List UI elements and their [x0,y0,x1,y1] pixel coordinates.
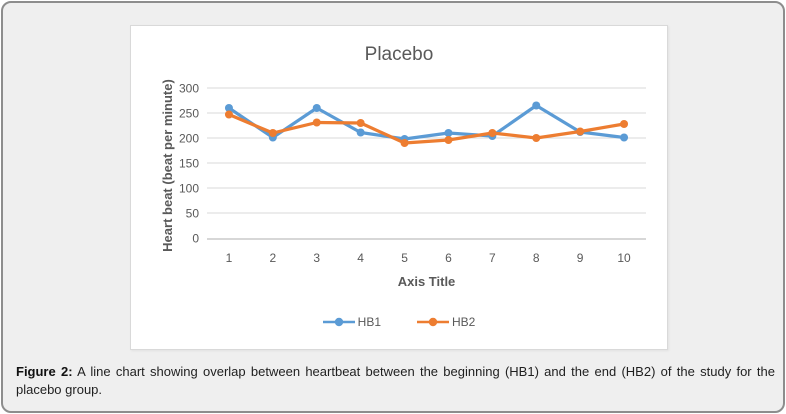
series-hb1-marker [312,104,321,112]
legend-swatch-icon [417,317,449,327]
legend-label: HB1 [357,315,381,329]
y-tick-label: 200 [179,132,199,146]
series-hb2-marker [400,139,409,147]
legend-label: HB2 [452,315,476,329]
figure-caption-label: Figure 2: [16,364,73,379]
x-tick-label: 5 [401,251,408,265]
x-tick-label: 3 [313,251,320,265]
series-hb1-marker [356,128,365,137]
series-hb2-marker [532,134,541,142]
series-hb2-marker [268,129,277,137]
x-tick-label: 4 [357,251,364,265]
figure-caption-text: A line chart showing overlap between hea… [16,364,775,397]
series-hb1-marker [224,104,233,112]
series-hb2-marker [312,118,321,127]
y-tick-label: 50 [186,207,200,221]
series-hb2-marker [356,119,365,127]
series-hb1-marker [532,101,541,110]
chart-area: Placebo 0 50 100 150 200 250 300 1 2 3 4 5 6 7 8 9 10 He… [130,25,668,350]
legend-item-hb2: HB2 [417,315,475,329]
x-axis-title: Axis Title [397,274,456,289]
series-hb2-line [227,112,626,145]
plot-canvas: 0 50 100 150 200 250 300 1 2 3 4 5 6 7 8 9 10 [179,82,646,265]
legend-marker [334,317,343,327]
series-hb2-marker [576,127,585,136]
chart-title: Placebo [364,44,434,65]
x-tick-label: 10 [617,251,631,265]
series-hb1-marker [620,133,629,142]
x-tick-label: 8 [533,251,540,265]
series-hb2-marker [224,110,233,119]
series-hb1-line [227,103,626,141]
x-tick-label: 6 [445,251,452,265]
y-tick-label: 300 [179,82,199,96]
x-tick-label: 9 [577,251,584,265]
y-tick-label: 250 [179,107,199,121]
y-tick-label: 150 [179,157,199,171]
x-tick-label: 2 [270,251,277,265]
series-hb1-marker [444,129,453,137]
legend-item-hb1: HB1 [322,315,381,329]
y-tick-label: 100 [179,182,199,196]
chart-legend: HB1 HB2 [131,315,667,329]
figure-caption: Figure 2: A line chart showing overlap b… [16,363,775,399]
series-hb2-marker [444,136,453,144]
legend-swatch-icon [322,317,355,327]
series-hb2-marker [488,129,497,137]
x-tick-label: 7 [489,251,496,265]
legend-marker [428,317,438,327]
x-tick-label: 1 [226,251,233,265]
series-hb2-marker [620,120,629,128]
y-tick-label: 0 [192,232,199,246]
